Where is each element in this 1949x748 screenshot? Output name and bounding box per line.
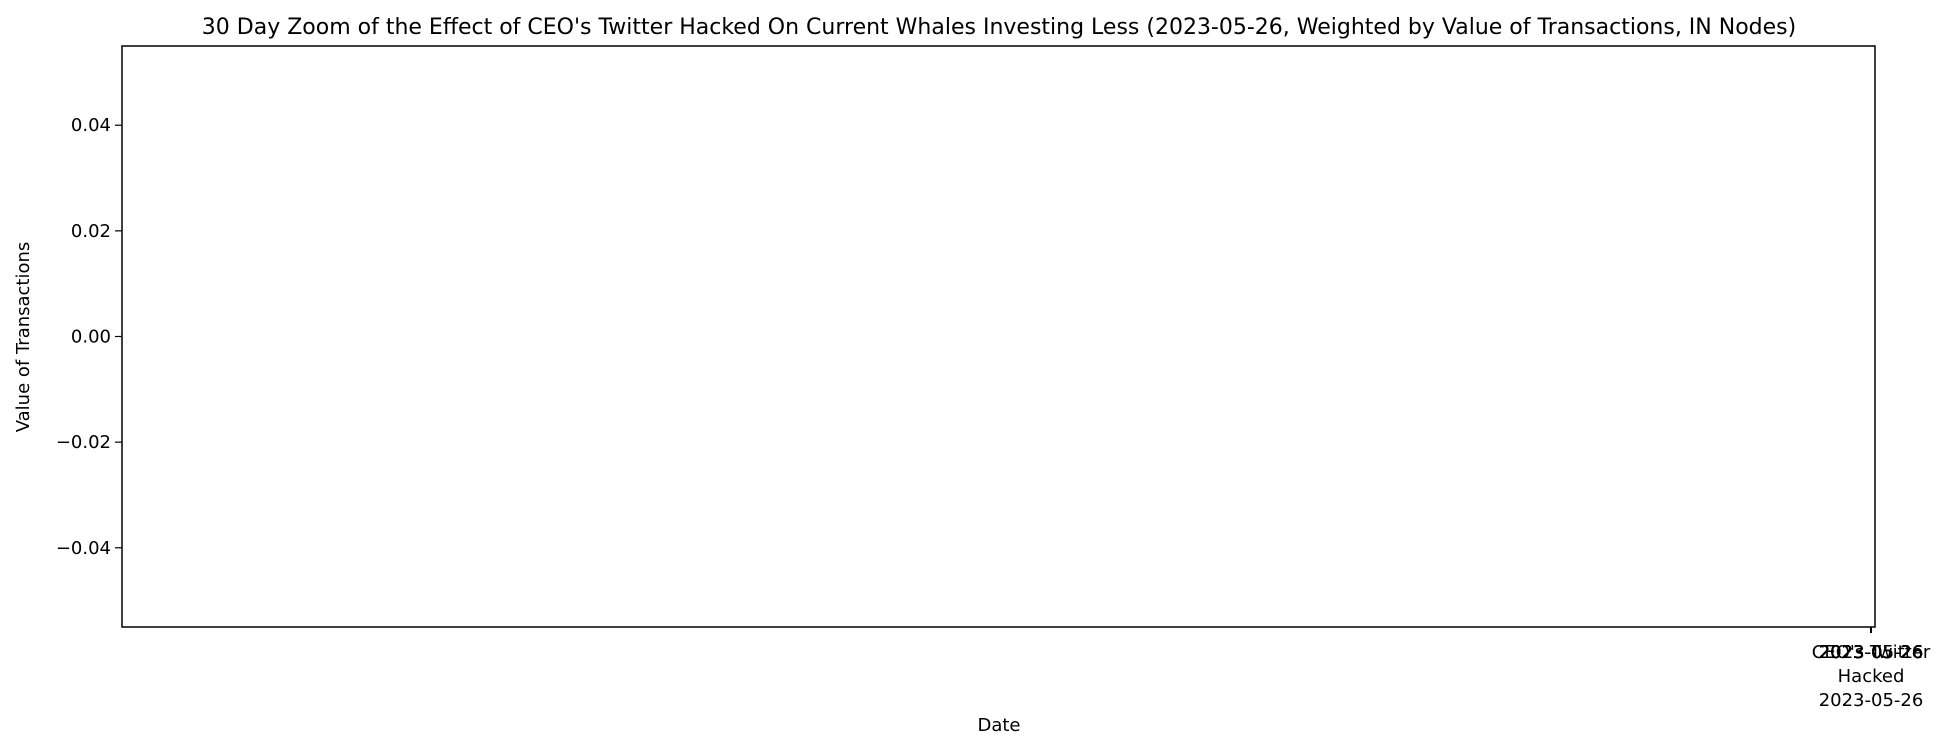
x-tick-label: 2023-05-26 (1819, 642, 1924, 663)
y-tick-label: 0.00 (71, 327, 111, 348)
x-axis: 2023-05-262023-05-262023-05-262023-05-26… (1812, 627, 1931, 711)
x-tick-label: 2023-05-26 (1819, 642, 1924, 663)
y-tick-label: 0.02 (71, 221, 111, 242)
x-tick-label: 2023-05-26 (1819, 642, 1924, 663)
x-tick-label: 2023-05-26 (1819, 642, 1924, 663)
y-tick-label: −0.04 (56, 538, 111, 559)
x-tick-label: 2023-05-26 (1819, 642, 1924, 663)
x-axis-label: Date (977, 715, 1020, 736)
chart-title: 30 Day Zoom of the Effect of CEO's Twitt… (202, 15, 1796, 40)
x-tick-label: 2023-05-26 (1819, 642, 1924, 663)
x-tick-label: 2023-05-26 (1819, 642, 1924, 663)
x-tick-label: 2023-05-26 (1819, 642, 1924, 663)
x-tick-label: 2023-05-26 (1819, 642, 1924, 663)
y-axis: 0.04 0.02 0.00 −0.02 −0.04 (56, 115, 122, 559)
event-annotation-line: 2023-05-26 (1819, 690, 1924, 711)
x-tick-label: 2023-05-26 (1819, 642, 1924, 663)
x-tick-label: 2023-05-26 (1819, 642, 1924, 663)
y-axis-label: Value of Transactions (13, 242, 34, 433)
event-annotation-line: Hacked (1838, 666, 1905, 687)
x-tick-label: 2023-05-26 (1819, 642, 1924, 663)
x-tick-label: 2023-05-26 (1819, 642, 1924, 663)
y-tick-label: −0.02 (56, 432, 111, 453)
plot-area (121, 45, 1876, 628)
event-annotation-line: CEO's Twitter (1812, 642, 1931, 663)
x-tick-label: 2023-05-26 (1819, 642, 1924, 663)
y-tick-label: 0.04 (71, 115, 111, 136)
x-tick-label: 2023-05-26 (1819, 642, 1924, 663)
